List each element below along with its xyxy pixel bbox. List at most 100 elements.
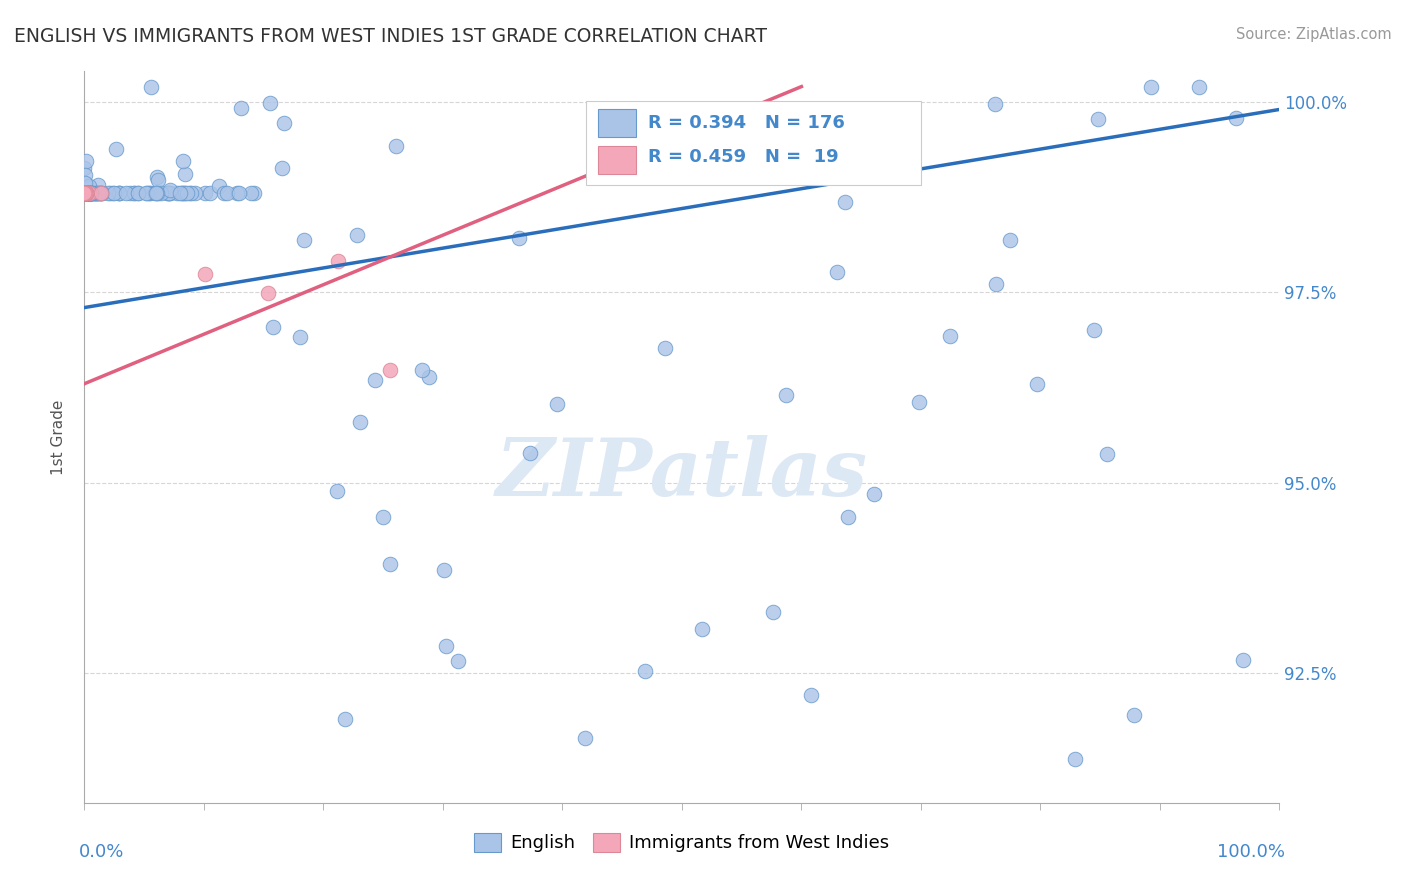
Point: [87, 186, 110, 201]
Point: [73, 186, 96, 201]
Point: [76, 186, 98, 201]
Point: [75, 186, 97, 201]
Point: [146, 186, 169, 201]
Point: [938, 328, 960, 343]
FancyBboxPatch shape: [586, 101, 921, 185]
Point: [998, 234, 1021, 248]
Point: [908, 395, 931, 409]
Point: [115, 186, 138, 201]
Point: [80, 186, 103, 201]
Point: [194, 268, 217, 282]
Text: Source: ZipAtlas.com: Source: ZipAtlas.com: [1236, 27, 1392, 42]
Point: [73, 186, 96, 201]
Point: [378, 557, 401, 571]
Point: [583, 164, 606, 178]
Point: [73, 186, 96, 201]
Point: [90, 186, 112, 201]
Point: [73, 186, 96, 201]
Point: [86, 186, 108, 201]
Point: [180, 186, 202, 201]
Point: [79, 186, 101, 201]
Point: [385, 139, 408, 153]
Point: [84, 186, 107, 201]
Point: [79, 186, 101, 201]
Point: [76, 186, 98, 201]
Point: [1095, 448, 1118, 462]
Point: [122, 186, 145, 201]
Point: [79, 186, 101, 201]
Point: [184, 186, 207, 201]
Point: [98, 186, 121, 201]
Point: [97, 186, 120, 201]
Point: [75, 186, 97, 201]
Point: [75, 186, 97, 201]
Point: [169, 186, 191, 201]
Point: [273, 116, 295, 130]
Point: [834, 195, 856, 210]
Point: [127, 186, 149, 201]
Point: [79, 186, 101, 201]
Point: [447, 654, 470, 668]
Point: [198, 186, 221, 201]
Point: [73, 186, 96, 201]
Point: [75, 186, 97, 201]
Point: [77, 186, 100, 201]
Point: [1123, 708, 1146, 723]
Point: [983, 97, 1005, 112]
Point: [1087, 112, 1109, 126]
Point: [1083, 323, 1105, 337]
Point: [108, 186, 131, 201]
Legend: English, Immigrants from West Indies: English, Immigrants from West Indies: [467, 826, 897, 860]
Point: [984, 277, 1007, 291]
Point: [159, 186, 181, 201]
Point: [326, 484, 349, 499]
Point: [166, 186, 188, 201]
Point: [73, 186, 96, 201]
Point: [159, 183, 181, 197]
Point: [363, 373, 385, 387]
Point: [79, 186, 101, 201]
Point: [76, 186, 98, 201]
Point: [155, 186, 177, 201]
Text: 100.0%: 100.0%: [1218, 843, 1285, 861]
Point: [75, 186, 97, 201]
Point: [346, 227, 368, 242]
Point: [239, 186, 262, 201]
Point: [259, 95, 281, 110]
Point: [208, 179, 231, 194]
Point: [87, 178, 110, 193]
Point: [378, 362, 401, 376]
Point: [77, 186, 100, 201]
Point: [373, 509, 395, 524]
Point: [349, 415, 371, 429]
Point: [77, 186, 100, 201]
Point: [80, 186, 103, 201]
Point: [690, 623, 713, 637]
Point: [418, 370, 440, 384]
Point: [762, 605, 785, 619]
Point: [73, 186, 96, 201]
Y-axis label: 1st Grade: 1st Grade: [51, 400, 66, 475]
Point: [73, 186, 96, 201]
Point: [145, 186, 167, 200]
Point: [174, 186, 197, 201]
Point: [75, 154, 97, 169]
Point: [1064, 752, 1087, 766]
Point: [75, 186, 97, 201]
Point: [1232, 653, 1254, 667]
Point: [157, 186, 180, 201]
Point: [73, 186, 96, 201]
Point: [73, 161, 96, 176]
FancyBboxPatch shape: [599, 110, 637, 137]
Point: [519, 446, 541, 460]
Point: [105, 142, 128, 156]
Point: [156, 186, 179, 201]
Point: [83, 186, 105, 201]
Point: [434, 639, 457, 653]
Point: [77, 186, 100, 201]
Point: [75, 186, 97, 201]
Point: [73, 186, 96, 201]
Point: [73, 186, 96, 201]
Point: [574, 731, 596, 745]
FancyBboxPatch shape: [599, 146, 637, 174]
